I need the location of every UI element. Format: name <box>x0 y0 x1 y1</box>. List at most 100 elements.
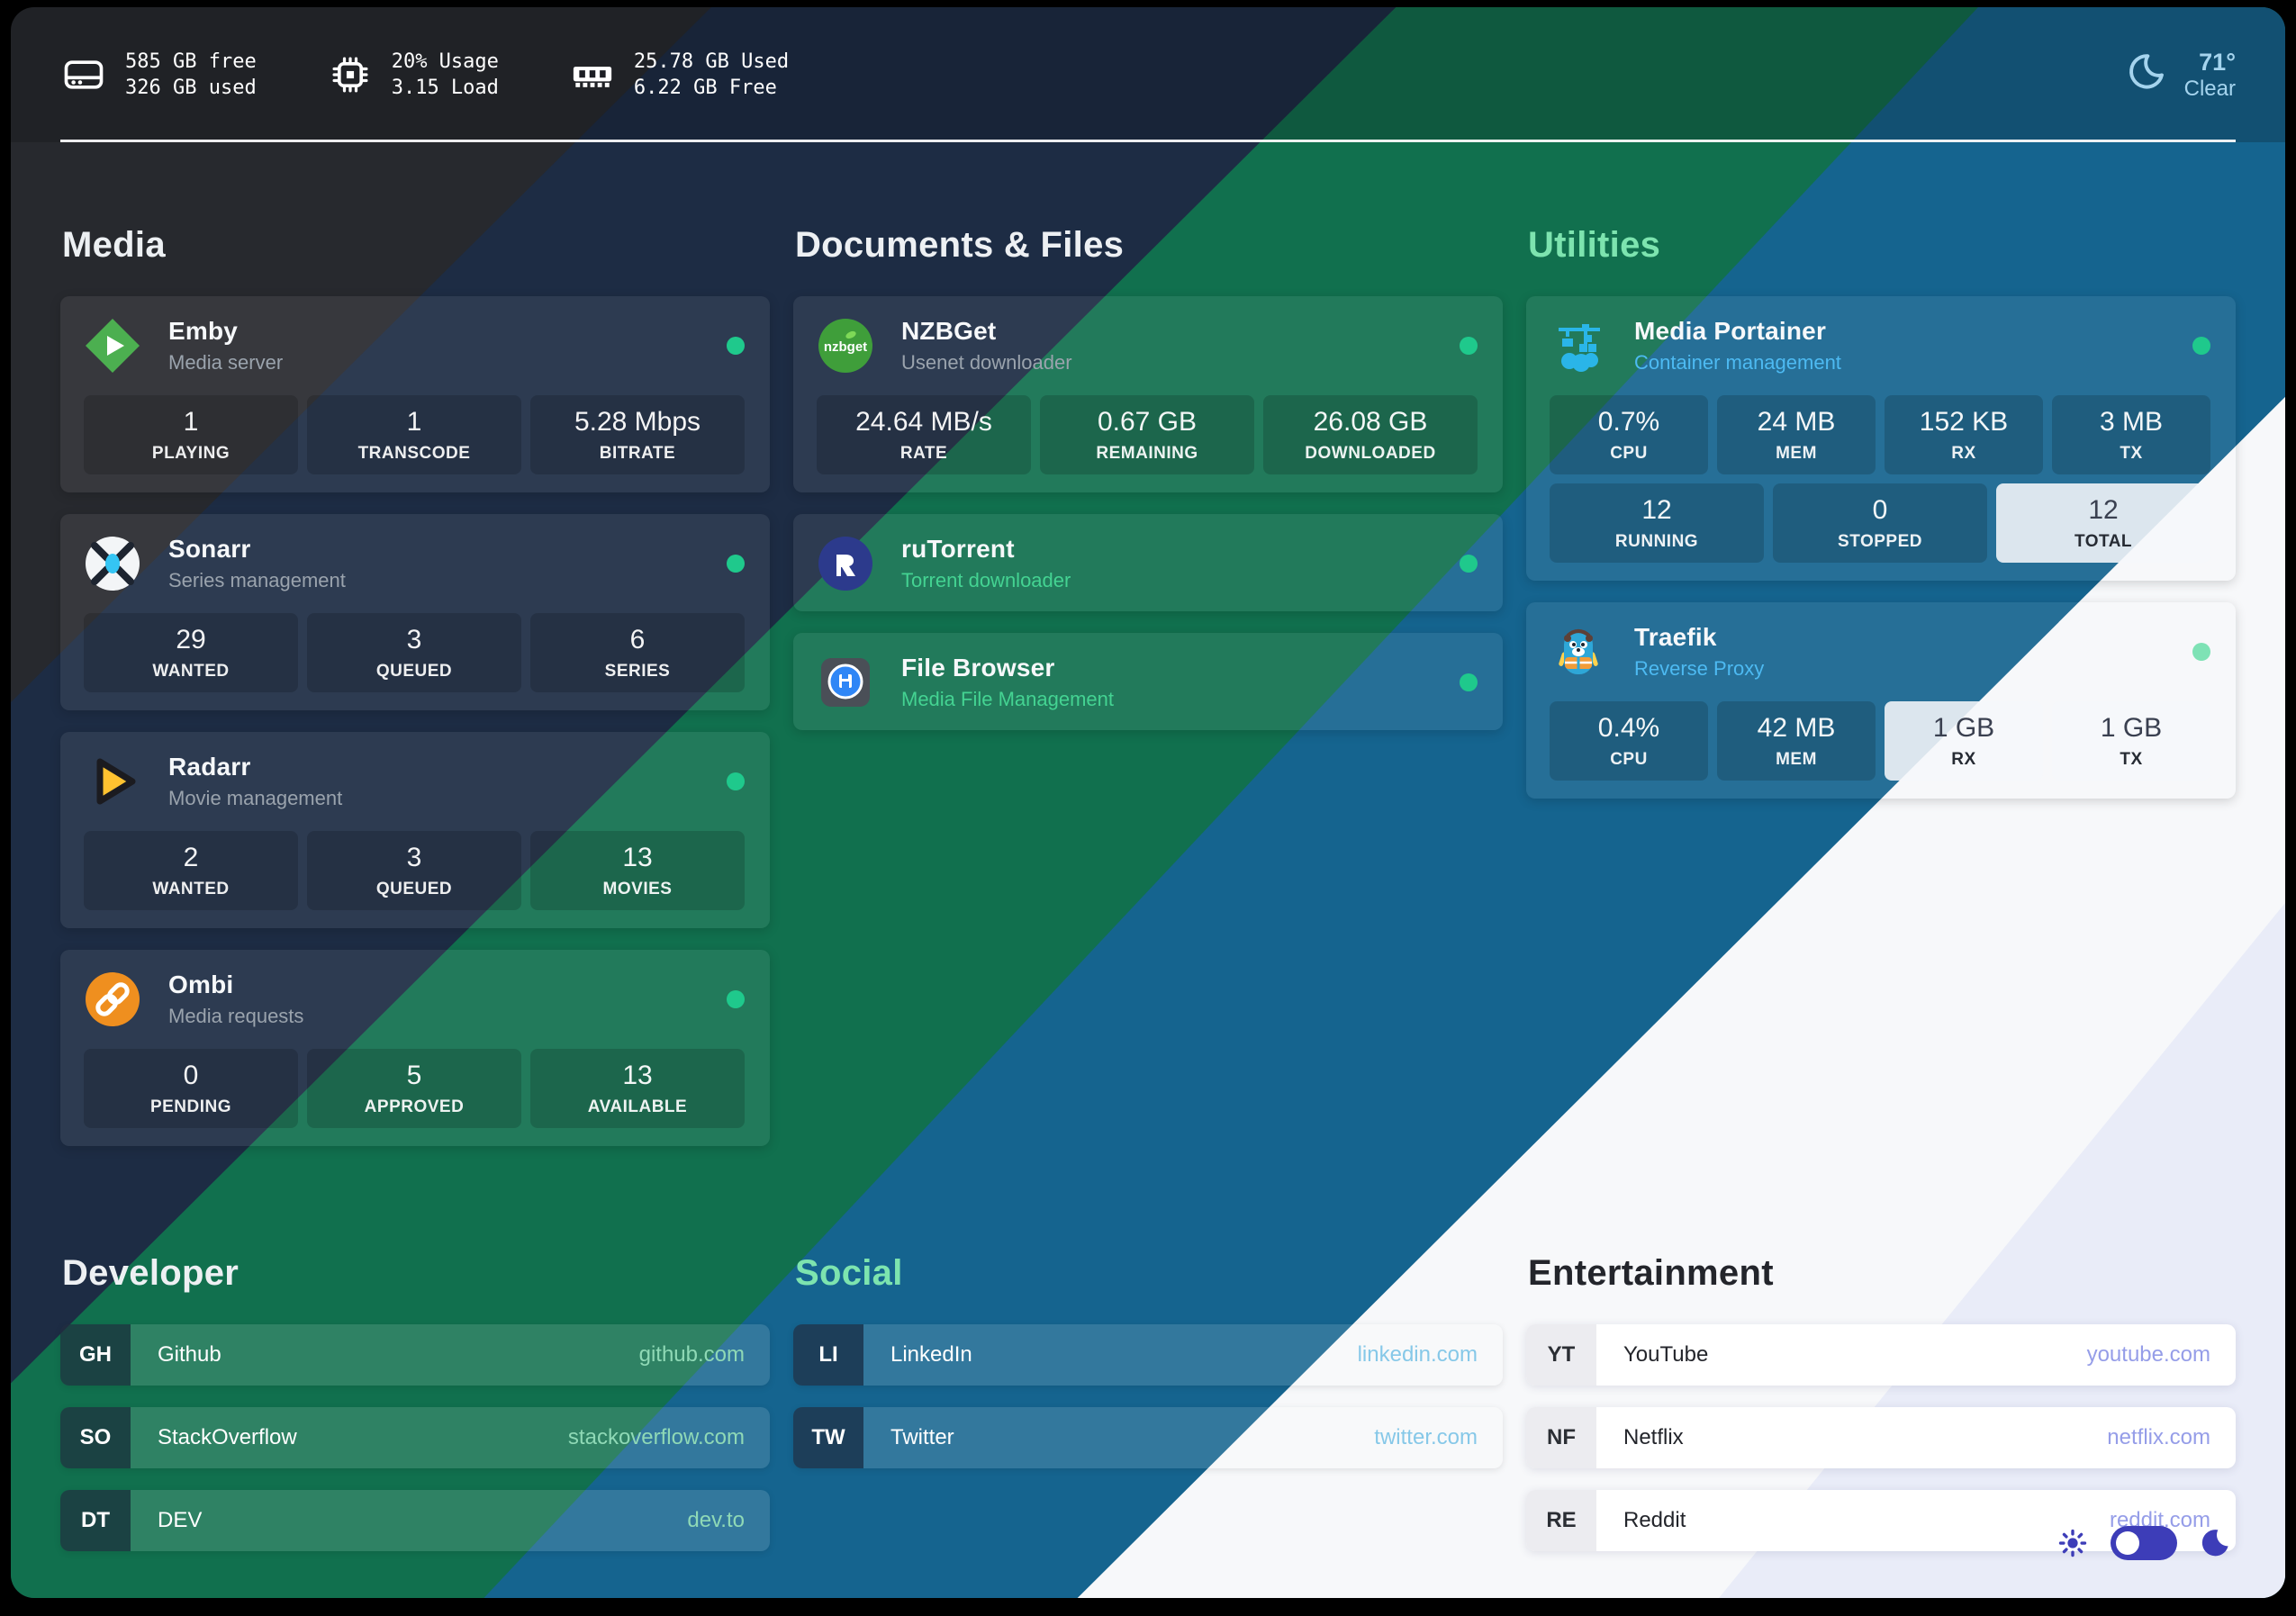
section-utilities: Utilities Media Portainer Container mana… <box>1526 225 2236 820</box>
link-tag: RE <box>1526 1490 1596 1551</box>
app-card-portainer[interactable]: Media Portainer Container management 0.7… <box>1526 296 2236 581</box>
app-title: Ombi <box>168 971 234 998</box>
stat-box-series: 6 SERIES <box>530 613 745 692</box>
theme-toggle[interactable] <box>2111 1526 2177 1560</box>
stat-box-stopped: 0 STOPPED <box>1773 483 1987 563</box>
stat-box-movies: 13 MOVIES <box>530 831 745 910</box>
section-title-documents: Documents & Files <box>795 225 1125 265</box>
link-url: github.com <box>638 1342 745 1367</box>
app-subtitle: Usenet downloader <box>901 351 1072 374</box>
link-name: Twitter <box>890 1425 954 1449</box>
cpu-load-text: 3.15 Load <box>391 77 499 99</box>
app-card-sonarr[interactable]: Sonarr Series management 29 WANTED 3 QUEUE… <box>60 514 770 710</box>
link-row-dev[interactable]: DT DEV dev.to <box>60 1490 770 1551</box>
status-dot <box>1460 555 1478 573</box>
rutorrent-icon <box>817 535 874 592</box>
app-card-rutorrent[interactable]: ruTorrent Torrent downloader <box>793 514 1503 611</box>
stat-box-pending: 0 PENDING <box>84 1049 298 1128</box>
app-card-emby[interactable]: Emby Media server 1 PLAYING 1 TRANSCODE <box>60 296 770 492</box>
link-name: LinkedIn <box>890 1342 972 1367</box>
link-name: Netflix <box>1623 1425 1684 1449</box>
svg-text:nzbget: nzbget <box>824 339 867 355</box>
link-name: Github <box>158 1342 221 1367</box>
ram-free-text: 6.22 GB Free <box>633 77 777 99</box>
app-subtitle: Reverse Proxy <box>1634 657 1765 680</box>
link-tag: GH <box>60 1324 131 1386</box>
dashboard-frame: 585 GB free 326 GB used 20% Usage 3.15 L… <box>11 7 2285 1598</box>
topbar-divider <box>60 140 2236 142</box>
ram-used-text: 25.78 GB Used <box>633 50 790 73</box>
app-card-filebrowser[interactable]: File Browser Media File Management <box>793 633 1503 730</box>
status-dot <box>2192 337 2210 355</box>
nzbget-icon: nzbget <box>817 317 874 375</box>
link-row-github[interactable]: GH Github github.com <box>60 1324 770 1386</box>
stat-box-playing: 1 PLAYING <box>84 395 298 474</box>
link-url: stackoverflow.com <box>567 1425 745 1449</box>
theme-switcher <box>2056 1526 2231 1560</box>
section-social: Social LI LinkedIn linkedin.com TW Twitt… <box>793 1253 1503 1490</box>
topbar: 585 GB free 326 GB used 20% Usage 3.15 L… <box>11 7 2285 142</box>
link-row-linkedin[interactable]: LI LinkedIn linkedin.com <box>793 1324 1503 1386</box>
portainer-icon <box>1550 317 1607 375</box>
moon-icon[interactable] <box>2199 1527 2231 1559</box>
link-row-stackoverflow[interactable]: SO StackOverflow stackoverflow.com <box>60 1407 770 1468</box>
stat-box-total: 12 TOTAL <box>1996 483 2210 563</box>
link-url: linkedin.com <box>1357 1342 1478 1367</box>
sun-icon[interactable] <box>2056 1527 2089 1559</box>
cpu-chip-icon <box>327 51 374 98</box>
link-row-netflix[interactable]: NF Netflix netflix.com <box>1526 1407 2236 1468</box>
stat-box-rx: 152 KB RX <box>1885 395 2043 474</box>
app-card-ombi[interactable]: Ombi Media requests 0 PENDING 5 APPROVED <box>60 950 770 1146</box>
section-developer: Developer GH Github github.com SO StackO… <box>60 1253 770 1573</box>
emby-icon <box>84 317 141 375</box>
traefik-icon <box>1550 623 1607 681</box>
sonarr-icon <box>84 535 141 592</box>
stat-box-queued: 3 QUEUED <box>307 613 521 692</box>
stat-box-tx: 1 GB TX <box>2052 701 2210 781</box>
link-tag: LI <box>793 1324 863 1386</box>
ram-usage-widget: 25.78 GB Used 6.22 GB Free <box>569 49 789 101</box>
app-subtitle: Movie management <box>168 787 343 809</box>
app-title: ruTorrent <box>901 535 1015 563</box>
cpu-usage-text: 20% Usage <box>391 50 499 73</box>
stat-box-cpu: 0.7% CPU <box>1550 395 1708 474</box>
stat-box-wanted: 29 WANTED <box>84 613 298 692</box>
link-tag: SO <box>60 1407 131 1468</box>
status-dot <box>727 555 745 573</box>
stat-box-cpu: 0.4% CPU <box>1550 701 1708 781</box>
stat-box-tx: 3 MB TX <box>2052 395 2210 474</box>
app-subtitle: Torrent downloader <box>901 569 1071 591</box>
app-card-radarr[interactable]: Radarr Movie management 2 WANTED 3 QUEUED <box>60 732 770 928</box>
stat-box-running: 12 RUNNING <box>1550 483 1764 563</box>
stat-box-wanted: 2 WANTED <box>84 831 298 910</box>
stat-box-mem: 24 MB MEM <box>1717 395 1876 474</box>
link-tag: DT <box>60 1490 131 1551</box>
link-url: dev.to <box>687 1508 745 1532</box>
link-url: twitter.com <box>1374 1425 1478 1449</box>
app-title: Emby <box>168 317 239 345</box>
section-entertainment: Entertainment YT YouTube youtube.com NF … <box>1526 1253 2236 1573</box>
stat-box-rx: 1 GB RX <box>1885 701 2043 781</box>
app-subtitle: Media server <box>168 351 284 374</box>
app-title: Sonarr <box>168 535 251 563</box>
moon-weather-icon <box>2123 50 2168 100</box>
stat-box-remaining: 0.67 GB REMAINING <box>1040 395 1254 474</box>
link-row-youtube[interactable]: YT YouTube youtube.com <box>1526 1324 2236 1386</box>
app-title: Radarr <box>168 753 251 781</box>
app-title: File Browser <box>901 654 1055 682</box>
weather-condition: Clear <box>2183 77 2236 101</box>
background <box>11 7 2285 1598</box>
app-card-nzbget[interactable]: nzbget NZBGet Usenet downloader 24.64 MB… <box>793 296 1503 492</box>
app-subtitle: Container management <box>1634 351 1841 374</box>
link-tag: NF <box>1526 1407 1596 1468</box>
weather-temperature: 71° <box>2199 49 2236 76</box>
stat-box-rate: 24.64 MB/s RATE <box>817 395 1031 474</box>
status-dot <box>727 772 745 790</box>
stat-box-downloaded: 26.08 GB DOWNLOADED <box>1263 395 1478 474</box>
app-card-traefik[interactable]: Traefik Reverse Proxy 0.4% CPU 42 MB MEM <box>1526 602 2236 799</box>
link-url: netflix.com <box>2107 1425 2210 1449</box>
link-row-twitter[interactable]: TW Twitter twitter.com <box>793 1407 1503 1468</box>
app-subtitle: Media File Management <box>901 688 1115 710</box>
link-url: youtube.com <box>2086 1342 2210 1367</box>
status-dot <box>1460 673 1478 691</box>
